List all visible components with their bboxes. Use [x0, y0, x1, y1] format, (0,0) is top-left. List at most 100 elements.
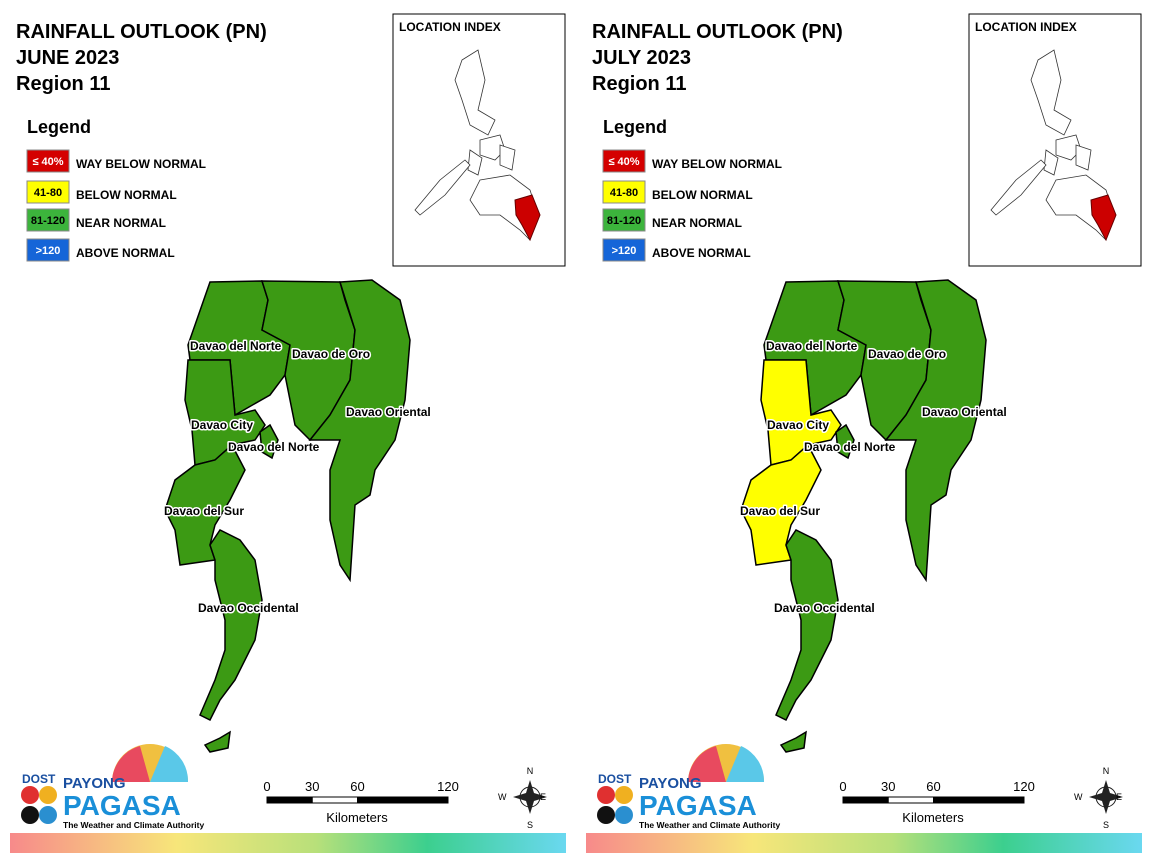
- index-island: [990, 159, 1047, 216]
- province: [884, 279, 987, 583]
- color-band: [586, 833, 1142, 853]
- index-title: LOCATION INDEX: [399, 20, 501, 34]
- color-band: [10, 833, 566, 853]
- logo-dot: [39, 806, 57, 824]
- province-label: Davao Occidental: [774, 601, 875, 615]
- compass-e: E: [540, 792, 546, 802]
- compass-n: N: [1103, 766, 1110, 776]
- compass-rose: [513, 780, 547, 814]
- legend-swatch: [602, 208, 646, 232]
- legend-label: ABOVE NORMAL: [76, 246, 175, 260]
- umbrella-right: [150, 746, 189, 782]
- legend-label: ABOVE NORMAL: [652, 246, 751, 260]
- scale-segment: [311, 796, 358, 804]
- legend-range: 81-120: [31, 215, 65, 227]
- scale-tick: 0: [839, 779, 846, 794]
- logo-line2: PAGASA: [639, 790, 757, 821]
- compass-s: S: [1103, 820, 1109, 830]
- logo-tagline: The Weather and Climate Authority: [63, 820, 204, 830]
- province: [775, 529, 839, 722]
- title-line: Region 11: [16, 73, 110, 95]
- umbrella-left: [112, 746, 150, 782]
- legend-range: ≤ 40%: [608, 156, 639, 168]
- island: [779, 730, 807, 753]
- legend-swatch: [26, 180, 70, 204]
- legend-range: >120: [36, 245, 61, 257]
- legend-label: BELOW NORMAL: [652, 188, 753, 202]
- legend-swatch: [602, 180, 646, 204]
- compass-ring: [1095, 786, 1117, 808]
- scale-tick: 60: [350, 779, 364, 794]
- index-highlight: [1090, 194, 1117, 242]
- scale-segment: [357, 796, 449, 804]
- province-label: Davao del Norte: [766, 339, 858, 353]
- legend-label: WAY BELOW NORMAL: [652, 157, 782, 171]
- index-island: [1075, 144, 1092, 171]
- province: [184, 359, 266, 466]
- island: [203, 730, 231, 753]
- province: [259, 423, 279, 460]
- logo-dot: [615, 786, 633, 804]
- scale-segment: [887, 796, 934, 804]
- province-label: Davao del Norte: [190, 339, 282, 353]
- title-line: RAINFALL OUTLOOK (PN): [592, 21, 843, 43]
- province-label: Davao del Sur: [740, 504, 820, 518]
- legend-swatch: [26, 149, 70, 173]
- legend-title: Legend: [603, 117, 667, 137]
- logo-dot: [21, 806, 39, 824]
- legend-swatch: [26, 238, 70, 262]
- logo-dot: [21, 786, 39, 804]
- province-label: Davao del Norte: [228, 440, 320, 454]
- title-line: JULY 2023: [592, 47, 691, 69]
- index-island: [1030, 49, 1072, 136]
- compass-rose: [1089, 780, 1123, 814]
- legend-label: NEAR NORMAL: [652, 216, 742, 230]
- logo-dot: [615, 806, 633, 824]
- index-title: LOCATION INDEX: [975, 20, 1077, 34]
- legend-label: NEAR NORMAL: [76, 216, 166, 230]
- compass-w: W: [498, 792, 507, 802]
- logo-line1: PAYONG: [63, 775, 126, 792]
- index-frame: [968, 13, 1142, 267]
- scale-segment: [842, 796, 889, 804]
- legend-range: >120: [612, 245, 637, 257]
- scale-tick: 60: [926, 779, 940, 794]
- umbrella-right: [726, 746, 765, 782]
- province: [835, 423, 855, 460]
- province-label: Davao de Oro: [292, 347, 370, 361]
- province-label: Davao del Norte: [804, 440, 896, 454]
- scale-tick: 0: [263, 779, 270, 794]
- province: [308, 279, 411, 583]
- scale-unit: Kilometers: [326, 810, 388, 825]
- logo-dot: [597, 806, 615, 824]
- scale-segment: [266, 796, 313, 804]
- scale-segment: [933, 796, 1025, 804]
- legend-swatch: [602, 149, 646, 173]
- legend-label: BELOW NORMAL: [76, 188, 177, 202]
- title-line: JUNE 2023: [16, 47, 119, 69]
- scale-tick: 120: [437, 779, 459, 794]
- panel: RAINFALL OUTLOOK (PN) JULY 2023 Region 11 L…: [586, 13, 1142, 853]
- index-highlight: [514, 194, 541, 242]
- province: [199, 529, 263, 722]
- compass-w: W: [1074, 792, 1083, 802]
- compass-ring: [519, 786, 541, 808]
- legend-swatch: [26, 208, 70, 232]
- scale-tick: 120: [1013, 779, 1035, 794]
- province-label: Davao Oriental: [922, 405, 1007, 419]
- province-label: Davao de Oro: [868, 347, 946, 361]
- logo-line1: PAYONG: [639, 775, 702, 792]
- logo-dot: [597, 786, 615, 804]
- scale-tick: 30: [881, 779, 895, 794]
- logo-agency: DOST: [598, 772, 632, 786]
- index-island: [499, 144, 516, 171]
- province-label: Davao del Sur: [164, 504, 244, 518]
- umbrella-left: [688, 746, 726, 782]
- legend-range: 41-80: [610, 187, 638, 199]
- legend-range: ≤ 40%: [32, 156, 63, 168]
- index-frame: [392, 13, 566, 267]
- scale-tick: 30: [305, 779, 319, 794]
- province: [760, 359, 842, 466]
- legend-range: 41-80: [34, 187, 62, 199]
